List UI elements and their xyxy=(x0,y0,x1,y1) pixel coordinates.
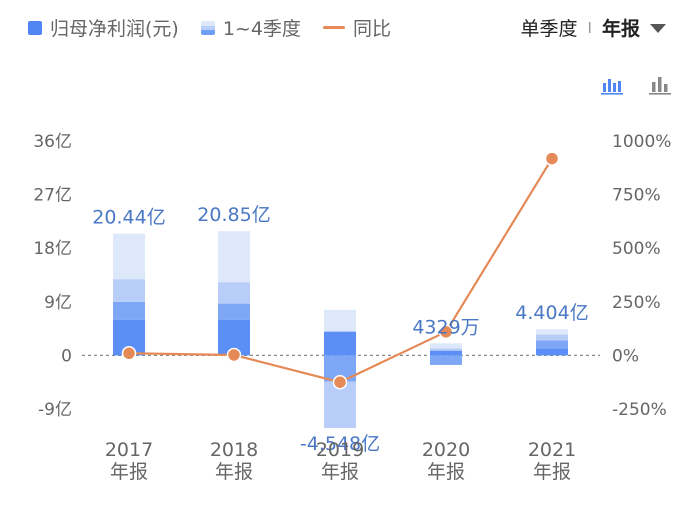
y-left-tick-label: 36亿 xyxy=(33,132,72,152)
legend-swatch-yoy xyxy=(322,26,345,29)
bar-data-label: 4.404亿 xyxy=(515,302,588,324)
bar-segment-q2 xyxy=(218,303,250,320)
legend-item-quarters[interactable]: 1~4季度 xyxy=(200,14,301,41)
x-tick-label-year: 2018 xyxy=(210,439,258,461)
bar-data-label: 20.44亿 xyxy=(92,207,165,229)
yoy-point xyxy=(544,151,560,166)
mode-separator: I xyxy=(587,18,592,37)
bar-segment-q3 xyxy=(113,279,145,302)
bar-segment-q4 xyxy=(536,329,568,335)
x-tick-label-year: 2021 xyxy=(528,439,576,461)
x-tick-label-year: 2020 xyxy=(422,439,470,461)
bar-segment-q2 xyxy=(113,301,145,320)
annual-report-option[interactable]: 年报 xyxy=(601,18,640,40)
yoy-point xyxy=(121,346,137,361)
y-right-tick-label: -250% xyxy=(612,400,667,420)
y-right-tick-label: 750% xyxy=(612,186,661,206)
bar-segment-q3 xyxy=(536,334,568,341)
legend-label-net-profit: 归母净利润(元) xyxy=(50,18,179,40)
bar-segment-q1 xyxy=(536,348,568,356)
x-tick-label-year: 2017 xyxy=(105,439,153,461)
y-right-tick-label: 1000% xyxy=(612,132,671,152)
bar-segment-q4 xyxy=(113,233,145,280)
x-tick-label-report: 年报 xyxy=(427,461,465,483)
bar-chart-icon[interactable] xyxy=(648,74,672,96)
legend-label-quarters: 1~4季度 xyxy=(222,18,301,40)
y-left-tick-label: 18亿 xyxy=(33,239,72,259)
y-left-tick-label: 9亿 xyxy=(44,293,72,313)
bar-segment-q3 xyxy=(218,282,250,304)
bar-segment-q4 xyxy=(218,231,250,283)
period-mode-switch: 单季度 I 年报 xyxy=(521,14,666,41)
bar-data-label: 4329万 xyxy=(412,316,479,338)
x-tick-label-report: 年报 xyxy=(533,461,571,483)
bar-data-label: -4.548亿 xyxy=(300,433,380,455)
bar-segment-q4 xyxy=(324,309,356,332)
single-quarter-option[interactable]: 单季度 xyxy=(520,18,578,40)
x-tick-label-year: 2019 xyxy=(316,439,364,461)
chart-type-toggle xyxy=(600,74,672,96)
bar-segment-q3 xyxy=(430,348,462,351)
legend-label-yoy: 同比 xyxy=(352,18,391,40)
chart-legend: 归母净利润(元) 1~4季度 同比 xyxy=(28,14,391,41)
bar-segment-q2 xyxy=(536,340,568,349)
x-tick-label-report: 年报 xyxy=(215,461,253,483)
x-tick-label-report: 年报 xyxy=(321,461,359,483)
y-left-tick-label: 0 xyxy=(61,346,72,366)
y-left-tick-label: 27亿 xyxy=(33,186,72,206)
bar-segment-q2 xyxy=(430,355,462,365)
bar-segment-q1 xyxy=(324,331,356,356)
bar-data-label: 20.85亿 xyxy=(197,204,270,226)
legend-swatch-quarters xyxy=(200,20,215,35)
chevron-down-icon[interactable] xyxy=(650,24,666,33)
y-left-tick-label: -9亿 xyxy=(38,400,72,420)
x-tick-label-report: 年报 xyxy=(110,461,148,483)
legend-swatch-net-profit xyxy=(28,20,42,35)
y-right-tick-label: 500% xyxy=(612,239,661,259)
yoy-point xyxy=(438,324,454,340)
legend-item-yoy[interactable]: 同比 xyxy=(322,14,391,41)
yoy-point xyxy=(226,347,242,363)
y-right-tick-label: 250% xyxy=(612,293,661,313)
grouped-bar-chart-icon[interactable] xyxy=(600,74,624,96)
bar-segment-q1 xyxy=(430,350,462,356)
legend-item-net-profit[interactable]: 归母净利润(元) xyxy=(28,14,179,41)
yoy-point xyxy=(332,374,348,390)
bar-segment-q4 xyxy=(430,343,462,349)
y-right-tick-label: 0% xyxy=(612,346,639,366)
